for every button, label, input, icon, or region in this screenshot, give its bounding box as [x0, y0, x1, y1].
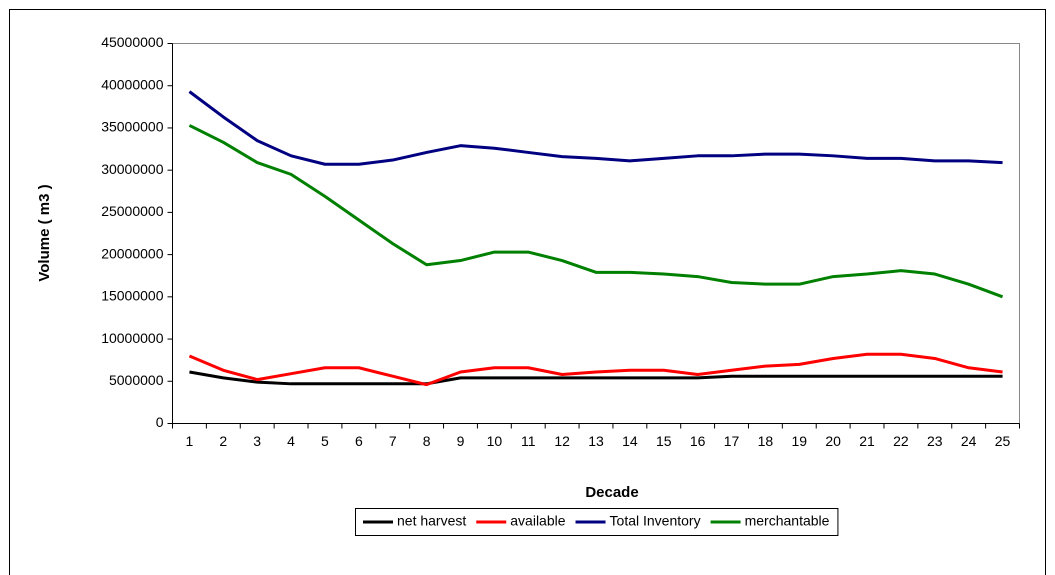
x-tick-label: 21 — [859, 433, 875, 449]
x-tick-label: 15 — [656, 433, 672, 449]
y-axis-title: Volume ( m3 ) — [36, 184, 53, 281]
x-tick-label: 4 — [287, 433, 295, 449]
data-line — [188, 90, 1003, 166]
x-tick-label: 13 — [588, 433, 604, 449]
legend-label: net harvest — [397, 513, 466, 529]
legend-label: merchantable — [745, 513, 830, 529]
data-line — [189, 370, 1003, 386]
x-tick-label: 1 — [186, 433, 194, 449]
x-tick-label: 22 — [893, 433, 909, 449]
x-tick-label: 10 — [487, 433, 503, 449]
x-tick-label: 24 — [961, 433, 977, 449]
y-tick-label: 35000000 — [101, 119, 164, 135]
x-tick-label: 20 — [825, 433, 841, 449]
data-line — [188, 352, 1003, 387]
y-tick-label: 10000000 — [101, 330, 164, 346]
y-tick-label: 40000000 — [101, 76, 164, 92]
legend: net harvest available Total Inventory merch… — [355, 508, 839, 536]
x-tick-label: 17 — [724, 433, 740, 449]
legend-label: available — [510, 513, 565, 529]
x-tick-label: 19 — [791, 433, 807, 449]
x-tick-label: 23 — [927, 433, 943, 449]
y-tick-label: 45000000 — [101, 34, 164, 50]
x-tick-label: 9 — [457, 433, 465, 449]
data-line — [188, 124, 1004, 299]
x-tick-label: 16 — [690, 433, 706, 449]
x-tick-label: 5 — [321, 433, 329, 449]
x-tick-label: 12 — [554, 433, 570, 449]
y-tick-label: 30000000 — [101, 161, 164, 177]
y-tick-label: 5000000 — [109, 372, 164, 388]
x-tick-label: 2 — [219, 433, 227, 449]
y-tick-label: 25000000 — [101, 203, 164, 219]
x-tick-label: 8 — [423, 433, 431, 449]
x-tick-label: 7 — [389, 433, 397, 449]
x-tick-label: 18 — [758, 433, 774, 449]
x-tick-label: 14 — [622, 433, 638, 449]
y-tick-label: 0 — [156, 414, 164, 430]
y-tick-label: 20000000 — [101, 245, 164, 261]
legend-label: Total Inventory — [610, 513, 701, 529]
plot-area — [172, 43, 1020, 424]
y-tick-label: 15000000 — [101, 288, 164, 304]
x-tick-label: 6 — [355, 433, 363, 449]
x-tick-label: 3 — [253, 433, 261, 449]
x-tick-label: 11 — [521, 433, 536, 449]
x-axis-title: Decade — [585, 484, 638, 501]
x-tick-label: 25 — [995, 433, 1011, 449]
